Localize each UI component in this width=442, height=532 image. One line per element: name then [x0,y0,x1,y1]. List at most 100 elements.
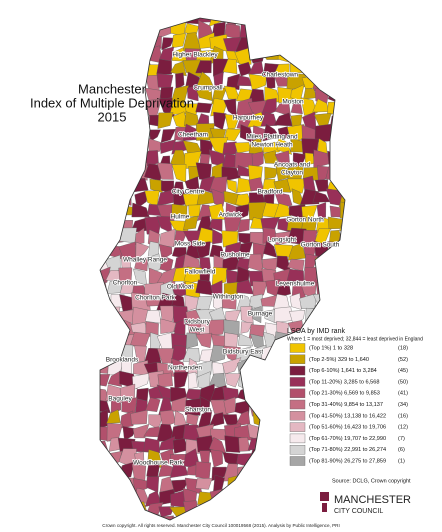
map-area [106,50,125,65]
map-area [130,33,146,47]
map-area [301,205,318,219]
map-area [251,463,268,481]
ward-label: Old Moat [167,284,194,291]
legend-label: (Top 61-70%) 19,707 to 22,990 [309,436,386,442]
map-area [100,61,109,78]
map-area [105,136,121,152]
map-area [158,506,175,518]
map-area [106,176,124,195]
map-area [247,448,265,468]
map-area [273,18,289,26]
map-area [100,298,111,308]
map-area [156,162,174,180]
map-area [130,58,148,79]
map-area [118,241,137,261]
map-area [263,150,279,164]
map-area [146,137,163,154]
ward-label: Gorton North [286,217,324,224]
ward-label: Ancoats and [274,162,311,169]
map-area [289,292,302,310]
map-area [118,267,133,287]
legend-swatch [289,343,306,353]
map-area [260,112,278,127]
ward-label: Chorlton Park [135,295,175,302]
map-area [291,18,307,27]
map-area [209,488,228,504]
logo-text: CITY COUNCIL [334,508,383,515]
map-area [223,319,240,338]
map-area [182,348,200,362]
map-area [304,20,318,37]
ward-label: Fallowfield [185,269,216,276]
map-area [104,487,124,507]
map-area [329,18,345,27]
map-area [325,58,345,78]
legend-count: (6) [398,447,405,453]
logo-mark [320,492,329,501]
map-area [211,267,228,286]
map-area [249,18,267,27]
ward-label: Didsbury East [223,349,264,356]
map-area [143,18,164,26]
ward-label: Newton Heath [251,142,293,149]
ward-label: Ardwick [219,212,243,219]
map-area [100,318,109,339]
map-area [157,372,173,388]
map-area [105,150,119,167]
map-area [262,501,278,517]
map-area [195,241,211,259]
ward-label: Moston [282,99,304,106]
legend-swatch [289,411,306,421]
map-area [261,49,281,60]
legend-label: (Top 2-5%) 329 to 1,640 [309,357,369,363]
logo-text: MANCHESTER [334,494,411,506]
map-area [106,409,121,424]
map-area [339,255,345,271]
map-area [134,451,145,468]
map-area [326,465,343,477]
map-area [248,73,267,91]
ward-label: Hulme [171,214,190,221]
map-area [100,478,111,494]
map-area [248,20,268,39]
map-area [156,73,174,89]
logo-mark [322,503,327,512]
map-area [339,138,345,151]
map-area [104,164,122,182]
map-area [274,475,291,495]
map-area [342,89,345,104]
map-area [300,18,320,25]
map-area [221,489,241,502]
map-area [327,19,341,37]
legend-swatch [289,354,306,364]
map-area [273,203,292,219]
title: 2015 [98,109,127,124]
map-area [104,20,123,38]
map-area [161,37,174,51]
map-area [248,35,267,48]
map-area [262,475,281,491]
map-area [251,151,264,170]
ward-label: Miles Platting and [246,134,298,141]
ward-label: Didsbury [184,319,210,326]
map-area [300,487,316,504]
legend-swatch [289,399,306,410]
map-area [117,34,138,48]
map-area [117,502,137,517]
ward-label: Bradford [258,189,283,196]
map-area [338,513,345,520]
title: Index of Multiple Deprivation [30,95,194,110]
map-area [105,464,125,477]
map-area [100,426,111,442]
map-area [325,162,343,183]
map-area [130,139,150,157]
map-area [104,331,124,345]
map-area [100,306,109,326]
map-area [100,464,109,478]
map-area [222,357,242,375]
map-area [327,74,344,91]
map-area [263,240,278,258]
map-area [210,280,223,298]
map-area [276,345,291,362]
map-area [304,62,319,77]
